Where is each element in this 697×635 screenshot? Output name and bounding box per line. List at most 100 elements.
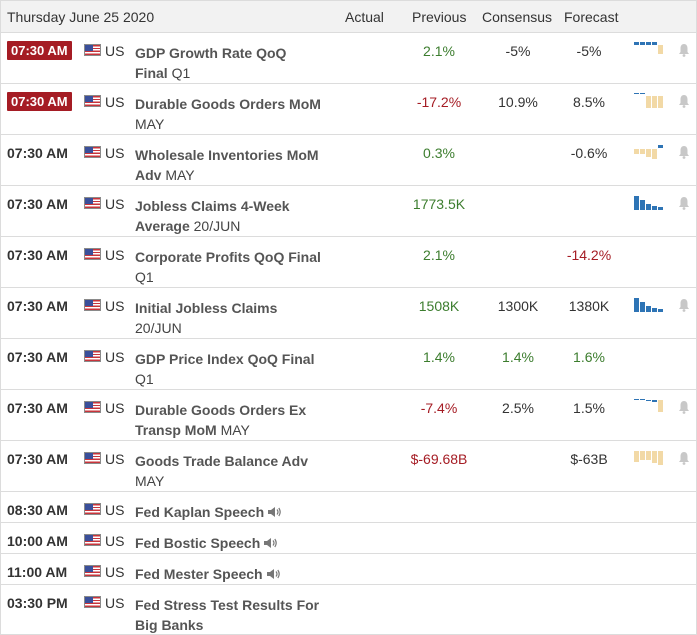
sparkline-chart-icon[interactable]	[634, 296, 664, 314]
forecast-value: 1380K	[568, 298, 610, 314]
event-name[interactable]: Goods Trade Balance Adv MAY	[135, 451, 330, 491]
calendar-header: Thursday June 25 2020 Actual Previous Co…	[1, 1, 696, 33]
speaker-icon	[268, 507, 281, 517]
event-title[interactable]: GDP Price Index QoQ Final	[135, 351, 315, 367]
event-name[interactable]: Fed Bostic Speech	[135, 533, 330, 553]
event-period: 20/JUN	[193, 218, 241, 234]
sparkline-chart-icon[interactable]	[634, 194, 664, 212]
consensus-value: 10.9%	[498, 94, 538, 110]
event-title[interactable]: Fed Bostic Speech	[135, 535, 261, 551]
sparkline-chart-icon[interactable]	[634, 449, 664, 467]
event-title[interactable]: Durable Goods Orders Ex	[135, 402, 307, 418]
event-title[interactable]: Fed Stress Test Results For	[135, 597, 320, 613]
consensus-value: 1.4%	[502, 349, 534, 365]
event-name[interactable]: GDP Price Index QoQ Final Q1	[135, 349, 330, 389]
previous-value: 2.1%	[423, 247, 455, 263]
us-flag-icon	[84, 197, 101, 209]
event-period: Q1	[135, 269, 154, 285]
us-flag-icon	[84, 452, 101, 464]
event-title-cont[interactable]: Average	[135, 218, 190, 234]
event-name[interactable]: Fed Mester Speech	[135, 564, 330, 584]
country-code: US	[105, 43, 125, 59]
calendar-row[interactable]: 07:30 AM US Corporate Profits QoQ Final Q1 2…	[1, 237, 696, 288]
event-period: Q1	[171, 65, 191, 81]
calendar-row[interactable]: 07:30 AM US Durable Goods Orders Ex Transp …	[1, 390, 696, 441]
bell-icon[interactable]	[678, 43, 690, 57]
event-time: 07:30 AM	[7, 41, 72, 60]
country-code: US	[105, 595, 125, 611]
event-name[interactable]: Durable Goods Orders Ex Transp MoM MAY	[135, 400, 330, 440]
event-time: 08:30 AM	[7, 502, 68, 518]
event-title[interactable]: Fed Mester Speech	[135, 566, 263, 582]
event-title-cont[interactable]: Adv	[135, 167, 162, 183]
us-flag-icon	[84, 248, 101, 260]
calendar-row[interactable]: 07:30 AM US GDP Price Index QoQ Final Q1 1.4…	[1, 339, 696, 390]
country-code: US	[105, 400, 125, 416]
event-time: 07:30 AM	[7, 400, 68, 416]
calendar-row[interactable]: 07:30 AM US Durable Goods Orders MoM MAY -17…	[1, 84, 696, 135]
event-title[interactable]: Corporate Profits QoQ Final	[135, 249, 321, 265]
calendar-row[interactable]: 11:00 AM US Fed Mester Speech	[1, 554, 696, 585]
header-consensus: Consensus	[482, 9, 553, 25]
us-flag-icon	[84, 95, 101, 107]
forecast-value: 1.5%	[573, 400, 605, 416]
event-name[interactable]: Jobless Claims 4-Week Average 20/JUN	[135, 196, 330, 236]
sparkline-chart-icon[interactable]	[634, 143, 664, 161]
us-flag-icon	[84, 350, 101, 362]
event-title-cont[interactable]: Transp MoM	[135, 422, 217, 438]
header-date: Thursday June 25 2020	[7, 9, 155, 25]
calendar-row[interactable]: 07:30 AM US GDP Growth Rate QoQ Final Q1 2.1…	[1, 33, 696, 84]
previous-value: 1508K	[418, 298, 460, 314]
us-flag-icon	[84, 534, 101, 546]
event-title-cont[interactable]: Final	[135, 65, 168, 81]
calendar-row[interactable]: 07:30 AM US Jobless Claims 4-Week Average 2…	[1, 186, 696, 237]
event-title[interactable]: Jobless Claims 4-Week	[135, 198, 290, 214]
speaker-icon	[266, 569, 280, 579]
event-title[interactable]: Initial Jobless Claims	[135, 300, 278, 316]
us-flag-icon	[84, 565, 101, 577]
event-title[interactable]: Goods Trade Balance Adv	[135, 453, 308, 469]
event-name[interactable]: Durable Goods Orders MoM MAY	[135, 94, 330, 134]
bell-icon[interactable]	[678, 145, 690, 159]
event-period: MAY	[220, 422, 250, 438]
us-flag-icon	[84, 503, 101, 515]
calendar-row[interactable]: 08:30 AM US Fed Kaplan Speech	[1, 492, 696, 523]
consensus-value: -5%	[505, 43, 531, 59]
event-title[interactable]: Fed Kaplan Speech	[135, 504, 265, 520]
event-title[interactable]: Durable Goods Orders MoM	[135, 96, 321, 112]
sparkline-chart-icon[interactable]	[634, 41, 664, 59]
country-code: US	[105, 94, 125, 110]
event-title[interactable]: Wholesale Inventories MoM	[135, 147, 319, 163]
event-title[interactable]: GDP Growth Rate QoQ	[135, 45, 287, 61]
calendar-row[interactable]: 07:30 AM US Wholesale Inventories MoM Adv M…	[1, 135, 696, 186]
forecast-value: $-63B	[570, 451, 608, 467]
calendar-row[interactable]: 03:30 PM US Fed Stress Test Results For Big…	[1, 585, 696, 635]
event-name[interactable]: Fed Stress Test Results For Big Banks	[135, 595, 330, 635]
sparkline-chart-icon[interactable]	[634, 398, 664, 416]
calendar-row[interactable]: 10:00 AM US Fed Bostic Speech	[1, 523, 696, 554]
event-name[interactable]: Initial Jobless Claims 20/JUN	[135, 298, 330, 338]
country-code: US	[105, 298, 125, 314]
sparkline-chart-icon[interactable]	[634, 92, 664, 110]
header-forecast: Forecast	[564, 9, 619, 25]
bell-icon[interactable]	[678, 400, 690, 414]
event-name[interactable]: Corporate Profits QoQ Final Q1	[135, 247, 330, 287]
previous-value: 0.3%	[423, 145, 455, 161]
event-title-cont[interactable]: Big Banks	[135, 617, 204, 633]
bell-icon[interactable]	[678, 196, 690, 210]
country-code: US	[105, 145, 125, 161]
bell-icon[interactable]	[678, 451, 690, 465]
event-time: 03:30 PM	[7, 595, 68, 611]
event-time: 07:30 AM	[7, 349, 68, 365]
country-code: US	[105, 564, 125, 580]
calendar-row[interactable]: 07:30 AM US Initial Jobless Claims 20/JUN 15…	[1, 288, 696, 339]
event-name[interactable]: Fed Kaplan Speech	[135, 502, 330, 522]
event-name[interactable]: Wholesale Inventories MoM Adv MAY	[135, 145, 330, 185]
bell-icon[interactable]	[678, 298, 690, 312]
previous-value: 1.4%	[423, 349, 455, 365]
event-name[interactable]: GDP Growth Rate QoQ Final Q1	[135, 43, 330, 83]
consensus-value: 2.5%	[502, 400, 534, 416]
calendar-row[interactable]: 07:30 AM US Goods Trade Balance Adv MAY $-69…	[1, 441, 696, 492]
bell-icon[interactable]	[678, 94, 690, 108]
